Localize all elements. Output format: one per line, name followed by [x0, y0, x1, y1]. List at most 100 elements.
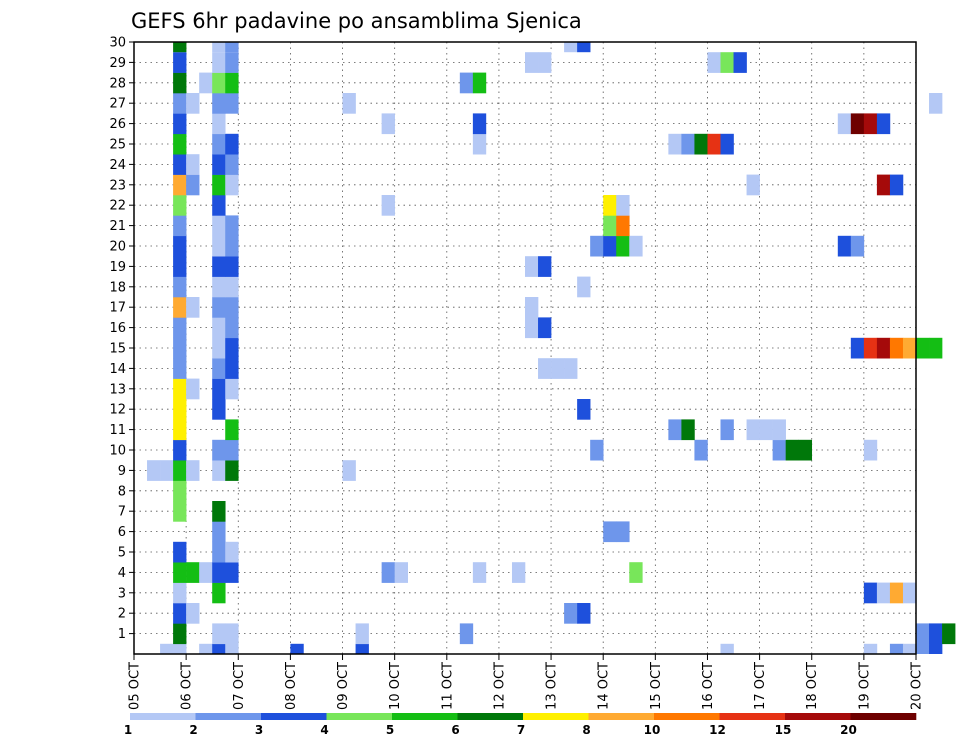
- heatmap-cell: [225, 562, 239, 583]
- legend-swatch: [195, 713, 262, 720]
- heatmap-cell: [173, 562, 187, 583]
- legend-swatch: [654, 713, 720, 720]
- heatmap-cell: [212, 358, 226, 379]
- heatmap-cell: [381, 562, 395, 583]
- x-tick-label: 18 OCT: [805, 662, 820, 710]
- heatmap-cell: [707, 133, 721, 155]
- heatmap-cell: [929, 93, 943, 114]
- heatmap-cell: [916, 643, 930, 654]
- heatmap-cell: [381, 113, 395, 135]
- legend-label: 7: [517, 723, 525, 737]
- legend-label: 15: [775, 723, 792, 737]
- heatmap-cell: [212, 439, 226, 461]
- y-tick-label: 29: [109, 56, 126, 71]
- heatmap-cell: [212, 460, 226, 481]
- heatmap-cell: [212, 541, 226, 563]
- heatmap-cell: [707, 52, 721, 73]
- heatmap-cell: [225, 93, 239, 114]
- heatmap-cell: [225, 52, 239, 73]
- y-tick-label: 4: [118, 566, 126, 581]
- heatmap-cell: [225, 154, 239, 175]
- heatmap-cell: [746, 174, 760, 196]
- heatmap-cell: [173, 582, 187, 604]
- legend-label: 20: [840, 723, 857, 737]
- heatmap-cell: [212, 582, 226, 604]
- legend-label: 1: [124, 723, 132, 737]
- heatmap-cell: [759, 419, 773, 441]
- heatmap-cell: [225, 643, 239, 654]
- heatmap-cell: [629, 562, 643, 583]
- legend-swatch: [326, 713, 393, 720]
- heatmap-cell: [212, 133, 226, 155]
- heatmap-cell: [902, 643, 917, 654]
- heatmap-cell: [212, 297, 226, 318]
- heatmap-cell: [186, 378, 200, 400]
- heatmap-cell: [577, 276, 591, 298]
- heatmap-cell: [681, 419, 695, 441]
- heatmap-cell: [459, 623, 474, 645]
- heatmap-cell: [720, 133, 734, 155]
- heatmap-cell: [212, 337, 226, 359]
- legend-label: 3: [255, 723, 263, 737]
- heatmap-cell: [199, 72, 213, 94]
- heatmap-cell: [225, 541, 239, 563]
- heatmap-cell: [212, 72, 226, 94]
- heatmap-cell: [876, 337, 891, 359]
- heatmap-cell: [212, 501, 226, 522]
- heatmap-cell: [225, 358, 239, 379]
- x-tick-label: 17 OCT: [753, 662, 768, 710]
- heatmap-cell: [212, 154, 226, 175]
- legend-swatch: [588, 713, 655, 720]
- x-tick-label: 12 OCT: [492, 662, 507, 710]
- heatmap-cell: [863, 643, 878, 654]
- heatmap-cell: [212, 378, 226, 400]
- y-tick-label: 6: [118, 525, 126, 540]
- heatmap-cell: [889, 582, 904, 604]
- heatmap-cell: [173, 439, 187, 461]
- heatmap-cell: [173, 215, 187, 237]
- heatmap-cell: [173, 358, 187, 379]
- heatmap-cell: [173, 399, 187, 420]
- x-tick-label: 11 OCT: [440, 662, 455, 710]
- heatmap-cell: [173, 317, 187, 339]
- y-tick-label: 15: [109, 342, 126, 357]
- x-tick-label: 10 OCT: [388, 662, 403, 710]
- heatmap-cell: [694, 133, 708, 155]
- y-tick-label: 18: [109, 280, 126, 295]
- y-tick-label: 3: [118, 586, 126, 601]
- y-tick-label: 21: [109, 219, 126, 234]
- heatmap-cell: [850, 113, 865, 135]
- heatmap-cell: [472, 113, 487, 135]
- heatmap-cell: [212, 317, 226, 339]
- heatmap-cell: [902, 337, 917, 359]
- heatmap-cell: [746, 419, 760, 441]
- heatmap-cell: [199, 643, 213, 654]
- heatmap-cell: [173, 378, 187, 400]
- x-tick-label: 14 OCT: [597, 662, 612, 710]
- x-tick-label: 19 OCT: [857, 662, 872, 710]
- legend-swatch: [785, 713, 851, 720]
- heatmap-cell: [772, 439, 786, 461]
- heatmap-cell: [173, 154, 187, 175]
- heatmap-cell: [173, 460, 187, 481]
- heatmap-cell: [525, 52, 539, 73]
- legend: 1 2 3 4 5 6 7 8 10 12 15 20: [124, 713, 917, 737]
- x-tick-label: 13 OCT: [545, 662, 560, 710]
- heatmap-cell: [564, 603, 578, 624]
- chart-title: GEFS 6hr padavine po ansamblima Sjenica: [131, 9, 582, 33]
- legend-label: 4: [320, 723, 328, 737]
- heatmap-cell: [186, 460, 200, 481]
- heatmap-cell: [511, 562, 526, 583]
- heatmap-cell: [902, 582, 917, 604]
- heatmap-cell: [577, 42, 591, 53]
- heatmap-cell: [225, 419, 239, 441]
- heatmap-cell: [916, 337, 930, 359]
- heatmap-cell: [173, 52, 187, 73]
- legend-label: 2: [189, 723, 197, 737]
- legend-swatch: [850, 713, 917, 720]
- heatmap-cell: [225, 460, 239, 481]
- heatmap-cell: [525, 256, 539, 277]
- legend-label: 6: [451, 723, 459, 737]
- y-tick-label: 27: [109, 97, 126, 112]
